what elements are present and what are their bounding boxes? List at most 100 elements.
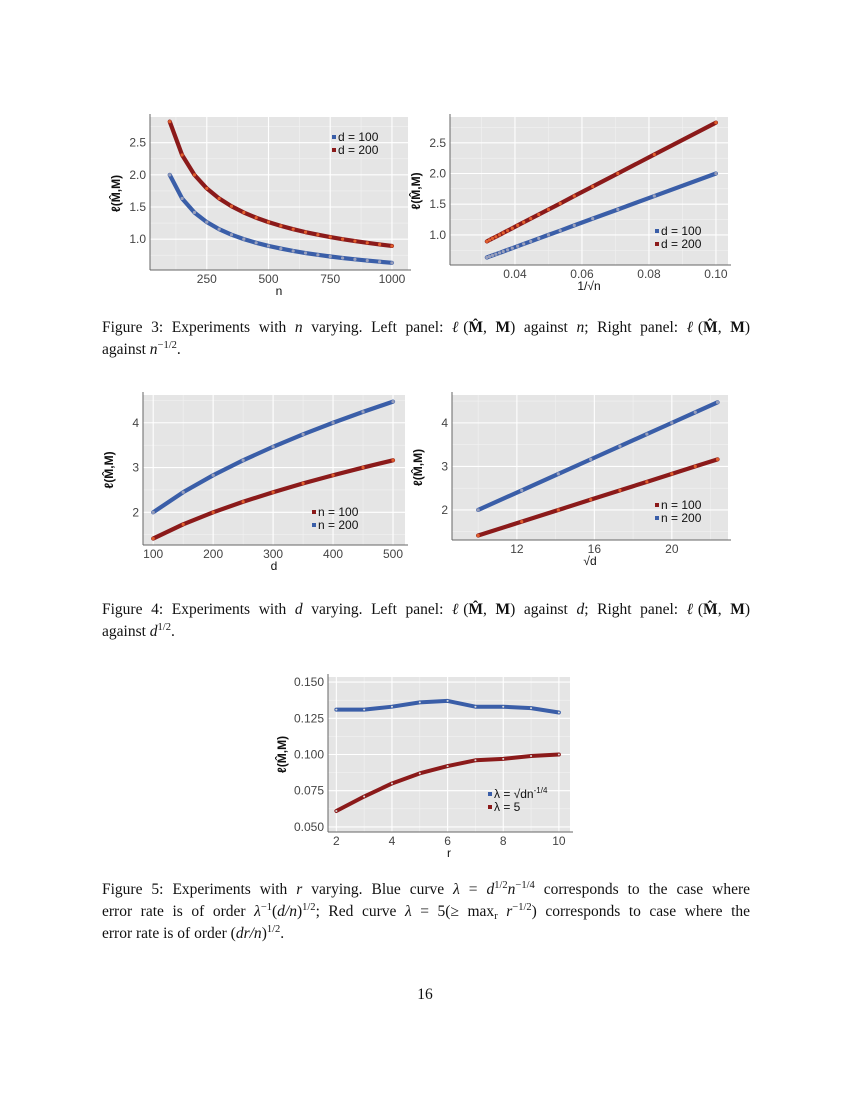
caption-text: Figure 4: Experiments with (102, 601, 295, 618)
caption-line: against d1/2. (102, 621, 750, 643)
x-tick-label: 0.04 (503, 267, 527, 281)
caption-text: = 5(≥ max (411, 903, 495, 920)
data-point (365, 241, 369, 245)
legend-swatch (655, 516, 659, 520)
y-axis-label: ℓ(M̂,M) (408, 172, 423, 209)
chart-2: 0.04 0.06 0.08 0.10 1.0 1.5 2.0 2.5 1/√n ℓ(M̂,M) d… (408, 114, 731, 293)
caption-text: −1/2 (157, 340, 177, 351)
caption-text: = (459, 881, 487, 898)
data-point (487, 238, 492, 242)
caption-text: M̂ (703, 319, 718, 336)
data-point (557, 711, 560, 714)
caption-text: λ (404, 903, 412, 920)
data-point (390, 261, 394, 265)
data-point (378, 260, 382, 264)
y-tick-label: 3 (132, 461, 139, 475)
data-point (572, 194, 576, 198)
data-point (591, 217, 595, 221)
data-point (446, 699, 449, 702)
legend-label: λ = 5 (494, 800, 521, 814)
caption-text: varying. Left panel: (302, 601, 452, 618)
caption-line: against n−1/2. (102, 339, 750, 361)
page-number: 16 (417, 986, 433, 1003)
x-tick-label: 0.10 (704, 267, 728, 281)
data-point (168, 120, 172, 124)
caption-text: , (717, 319, 731, 336)
legend-name: d = 100 (338, 130, 379, 144)
data-point (476, 533, 480, 538)
data-point (616, 207, 620, 212)
caption-text: dr/n (235, 925, 262, 942)
data-point (331, 473, 335, 477)
data-point (418, 701, 421, 704)
data-point (589, 457, 593, 461)
data-point (670, 421, 674, 425)
data-point (670, 472, 674, 476)
data-point (211, 473, 215, 477)
legend-label: d = 200 (338, 143, 379, 157)
caption-text: . (170, 623, 175, 640)
data-point (211, 510, 215, 514)
caption-text: d (294, 601, 303, 618)
data-point (291, 249, 295, 253)
legend-swatch (488, 792, 492, 796)
y-tick-label: 1.0 (129, 232, 146, 246)
caption-text: , (483, 601, 496, 618)
chart-5: 2 4 6 8 10 0.050 0.075 0.100 0.125 0.150 r ℓ(M̂,M) λ… (274, 674, 573, 860)
data-point (390, 782, 393, 785)
data-point (340, 256, 345, 260)
data-point (353, 239, 357, 243)
data-point (618, 444, 622, 448)
data-point (510, 246, 514, 250)
caption-text: M (495, 601, 511, 618)
y-tick-label: 0.150 (294, 675, 324, 689)
data-point (530, 707, 533, 710)
caption-text: ; Right panel: (584, 601, 687, 618)
caption-text: d (149, 623, 158, 640)
data-point (340, 237, 345, 241)
data-point (537, 212, 541, 217)
data-point (303, 230, 308, 234)
x-tick-label: 10 (552, 834, 566, 848)
y-tick-label: 3 (441, 459, 448, 473)
data-point (502, 757, 505, 760)
x-tick-label: 300 (263, 547, 283, 561)
data-point (390, 244, 394, 248)
data-point (490, 253, 495, 257)
x-tick-label: 0.06 (570, 267, 594, 281)
data-point (546, 207, 551, 212)
caption-text: M̂ (703, 601, 718, 618)
caption-text: . (280, 925, 285, 942)
data-point (616, 171, 620, 176)
x-tick-label: 1000 (379, 272, 406, 286)
legend-name: d = 200 (338, 143, 379, 157)
caption-text: λ (453, 881, 460, 898)
data-point (205, 220, 209, 224)
data-point (501, 231, 505, 235)
legend-swatch (332, 148, 336, 152)
data-point (494, 252, 498, 256)
data-point (241, 458, 245, 462)
data-point (693, 410, 697, 414)
data-point (715, 400, 720, 404)
data-point (180, 196, 184, 201)
data-point (506, 229, 510, 233)
data-point (520, 488, 524, 493)
figure-5-caption: Figure 5: Experiments with r varying. Bl… (102, 879, 750, 945)
data-point (242, 210, 246, 215)
data-point (151, 536, 155, 541)
y-tick-label: 0.050 (294, 820, 324, 834)
caption-text: Figure 5: Experiments with (102, 881, 297, 898)
legend-label: n = 200 (661, 511, 702, 525)
data-point (474, 759, 477, 762)
caption-text: 1/2 (266, 924, 281, 935)
y-tick-label: 0.100 (294, 748, 324, 762)
y-axis-label: ℓ(M̂,M) (410, 449, 425, 486)
caption-text: λ (254, 903, 261, 920)
caption-text: ( (463, 319, 469, 336)
y-tick-label: 0.075 (294, 784, 324, 798)
data-point (494, 235, 498, 239)
caption-text (498, 903, 507, 920)
data-point (301, 481, 305, 485)
